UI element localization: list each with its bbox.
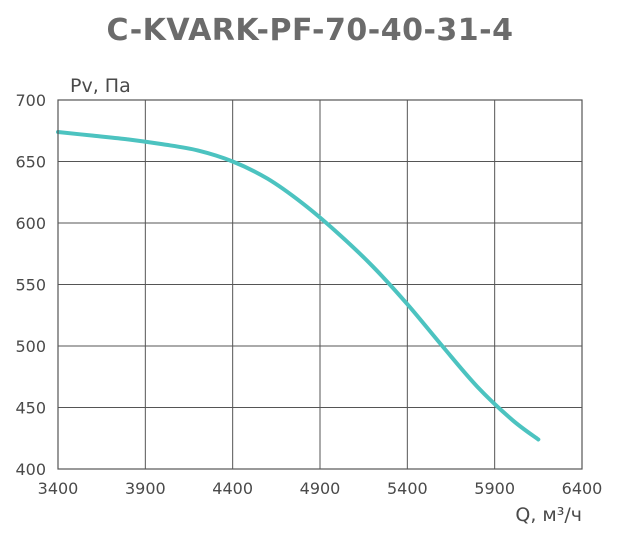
- y-tick-label: 450: [15, 399, 46, 418]
- x-tick-label: 4400: [212, 479, 253, 498]
- x-tick-label: 4900: [300, 479, 341, 498]
- x-axis-label: Q, м³/ч: [515, 504, 582, 526]
- x-tick-label: 3900: [125, 479, 166, 498]
- y-tick-label: 400: [15, 460, 46, 479]
- x-tick-label: 5900: [474, 479, 515, 498]
- series-line: [56, 129, 541, 442]
- y-axis-label: Pv, Па: [70, 75, 131, 97]
- x-tick-label: 6400: [562, 479, 603, 498]
- chart-title: C-KVARK-PF-70-40-31-4: [107, 13, 514, 48]
- x-tick-label: 3400: [38, 479, 79, 498]
- y-tick-labels: 400 450 500 550 600 650 700: [15, 91, 46, 479]
- series: [56, 129, 541, 442]
- x-tick-labels: 3400 3900 4400 4900 5400 5900 6400: [38, 479, 603, 498]
- y-tick-label: 500: [15, 337, 46, 356]
- y-tick-label: 550: [15, 276, 46, 295]
- y-tick-label: 600: [15, 214, 46, 233]
- y-tick-label: 700: [15, 91, 46, 110]
- plot-frame: [57, 99, 583, 470]
- x-tick-label: 5400: [387, 479, 428, 498]
- y-tick-label: 650: [15, 153, 46, 172]
